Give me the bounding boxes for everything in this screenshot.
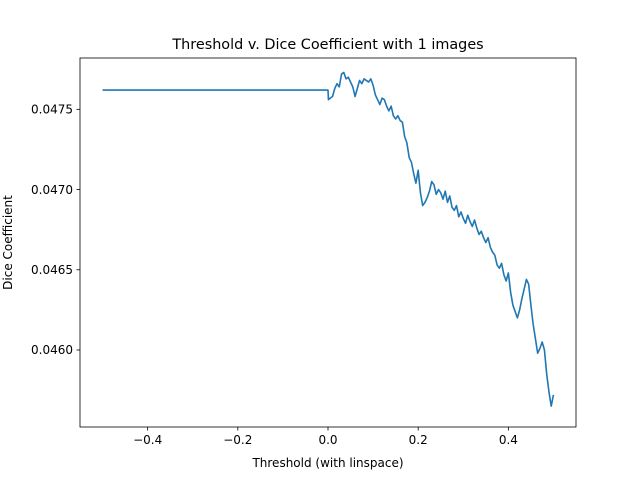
y-tick-label: 0.0475	[31, 103, 73, 117]
y-axis-ticks: 0.0460 0.0465 0.0470 0.0475	[31, 103, 80, 357]
x-tick-label: −0.2	[223, 433, 252, 447]
y-tick-label: 0.0460	[31, 343, 73, 357]
plot-area	[102, 71, 555, 407]
x-tick-label: 0.0	[318, 433, 337, 447]
chart-title: Threshold v. Dice Coefficient with 1 ima…	[171, 37, 483, 53]
axes-frame	[79, 57, 577, 428]
x-axis-label: Threshold (with linspace)	[251, 456, 403, 470]
series-line-0	[102, 71, 555, 407]
x-axis-ticks: −0.4 −0.2 0.0 0.2 0.4	[133, 427, 518, 447]
x-tick-label: −0.4	[133, 433, 162, 447]
y-axis-label: Dice Coefficient	[1, 195, 15, 290]
y-tick-label: 0.0465	[31, 263, 73, 277]
y-tick-label: 0.0470	[31, 183, 73, 197]
x-tick-label: 0.4	[499, 433, 518, 447]
x-tick-label: 0.2	[409, 433, 428, 447]
